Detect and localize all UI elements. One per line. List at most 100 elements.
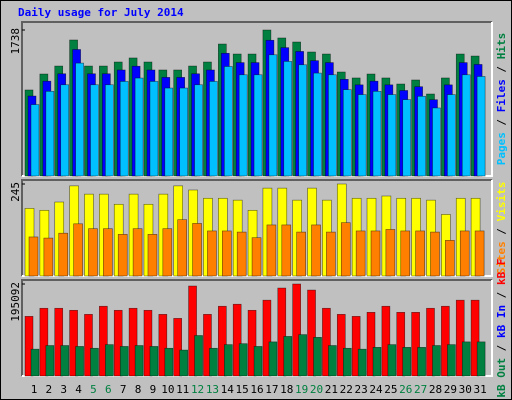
x-tick-label: 11 [176,383,189,396]
x-tick-label: 10 [161,383,174,396]
bar [296,231,306,277]
bar [60,84,70,177]
legend: kB Out / kB In / kB F [495,258,508,397]
x-tick-label: 2 [46,383,53,396]
bar [432,107,441,177]
bar [24,316,34,377]
bar [307,289,316,377]
x-tick-label: 27 [414,383,427,396]
bar [385,229,396,277]
legend-entry: Hits [495,33,508,60]
bar [128,307,138,377]
bar [445,240,455,277]
bar [207,230,217,277]
bar [283,61,293,177]
bar [281,224,292,277]
x-tick-label: 25 [384,383,397,396]
legend: Sites / Visits [495,182,508,275]
bar [119,81,129,177]
x-tick-label: 23 [355,383,368,396]
bar [461,341,471,377]
bar [381,305,391,377]
bar [149,346,159,377]
bar [45,345,55,377]
bar [164,87,174,177]
bar [90,84,99,177]
bar [298,64,307,177]
bar [328,74,337,177]
bar [88,228,98,277]
x-tick-label: 21 [325,383,338,396]
bar [60,345,70,377]
bar [370,230,381,277]
bar [470,299,480,377]
x-tick-label: 7 [120,383,127,396]
bar [247,309,257,377]
x-tick-label: 3 [60,383,67,396]
bar [400,230,411,277]
bar [283,336,293,377]
bar [426,307,435,377]
bar [177,219,187,277]
bar [209,81,218,177]
bar [134,77,144,177]
y-tick-label: 245 [9,182,22,202]
x-tick-label: 5 [90,383,97,396]
bar [253,346,263,377]
bar [28,236,39,277]
bar [415,230,425,277]
x-tick-label: 28 [429,383,442,396]
bar [99,305,108,377]
bar [222,230,232,277]
bar [30,348,40,377]
x-tick-label: 12 [191,383,204,396]
bar [366,312,376,377]
legend: Pages / Files / Hits [495,33,508,166]
bar [355,230,366,277]
bar [119,346,129,377]
x-tick-label: 4 [75,383,82,396]
bar [69,309,78,377]
bar [342,347,352,377]
bar [132,228,143,277]
bar [143,309,153,377]
bar [224,344,233,377]
bar [430,231,440,277]
bar [90,347,99,377]
x-tick-label: 20 [310,383,323,396]
bar [277,287,287,377]
bar [117,234,128,277]
bar [30,104,40,177]
x-tick-label: 29 [444,383,457,396]
x-tick-label: 1 [31,383,38,396]
bar [162,228,173,277]
bar [194,84,203,177]
legend-separator: / [495,112,508,132]
bar [262,299,272,377]
bar [179,87,188,177]
x-tick-label: 18 [280,383,293,396]
x-tick-label: 24 [369,383,383,396]
bar [73,223,83,277]
bar [84,314,93,377]
bar [238,343,248,377]
bar [253,74,263,177]
legend-entry: kB F [495,258,508,285]
legend-entry: Pages [495,132,508,165]
bar [447,344,456,377]
bar [396,312,406,377]
y-tick-label: 1738 [9,28,22,55]
bar [224,66,233,177]
bar [411,312,420,377]
bar [147,234,158,277]
bar [474,230,485,277]
bar [461,74,471,177]
x-tick-label: 8 [135,383,142,396]
bar [113,309,123,377]
bar [328,345,337,377]
bar [149,81,159,177]
bar [357,348,367,377]
legend-entry: kB Out [495,358,508,398]
x-tick-label: 6 [105,383,112,396]
